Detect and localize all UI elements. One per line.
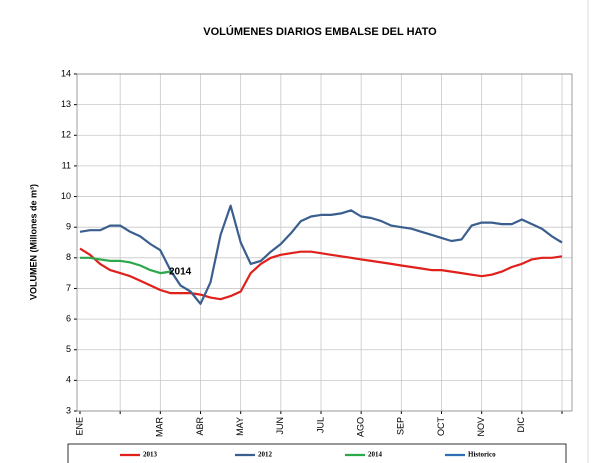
series-line bbox=[79, 247, 563, 301]
plot-frame bbox=[76, 73, 573, 412]
y-tick-label: 6 bbox=[66, 313, 71, 323]
x-tick-label: AGO bbox=[356, 417, 366, 437]
legend-box bbox=[67, 443, 567, 463]
series-line bbox=[79, 204, 563, 305]
x-tick-label: SEP bbox=[396, 417, 406, 435]
y-tick-label: 12 bbox=[61, 130, 71, 140]
y-axis-title: VOLUMEN (Millones de m³) bbox=[28, 184, 38, 300]
series-line bbox=[80, 256, 171, 275]
x-tick-label: MAY bbox=[235, 417, 245, 436]
y-tick-label: 13 bbox=[61, 99, 71, 109]
y-tick-label: 9 bbox=[66, 222, 71, 232]
legend-label: Historico bbox=[468, 451, 496, 459]
chart-title: VOLÚMENES DIARIOS EMBALSE DEL HATO bbox=[203, 25, 437, 38]
y-tick-label: 5 bbox=[66, 344, 71, 354]
y-tick-label: 8 bbox=[66, 252, 71, 262]
legend-label: 2014 bbox=[368, 451, 383, 459]
y-tick-label: 14 bbox=[61, 68, 71, 78]
y-tick-label: 10 bbox=[61, 191, 71, 201]
x-tick-label: ABR bbox=[195, 417, 205, 436]
annotation: 2014 bbox=[169, 267, 192, 278]
x-tick-label: NOV bbox=[476, 417, 486, 437]
legend-label: 2012 bbox=[258, 451, 273, 459]
x-tick-label: ENE bbox=[74, 417, 84, 436]
x-tick-label: JUL bbox=[315, 417, 325, 433]
legend-label: 2013 bbox=[143, 451, 158, 459]
x-tick-label: DIC bbox=[516, 417, 526, 433]
y-tick-label: 11 bbox=[62, 160, 71, 170]
x-tick-label: JUN bbox=[275, 417, 285, 435]
y-tick-label: 4 bbox=[66, 375, 71, 385]
x-tick-label: OCT bbox=[436, 417, 446, 437]
y-tick-label: 3 bbox=[66, 405, 71, 415]
y-tick-label: 7 bbox=[66, 283, 71, 293]
x-tick-label: MAR bbox=[155, 417, 165, 438]
